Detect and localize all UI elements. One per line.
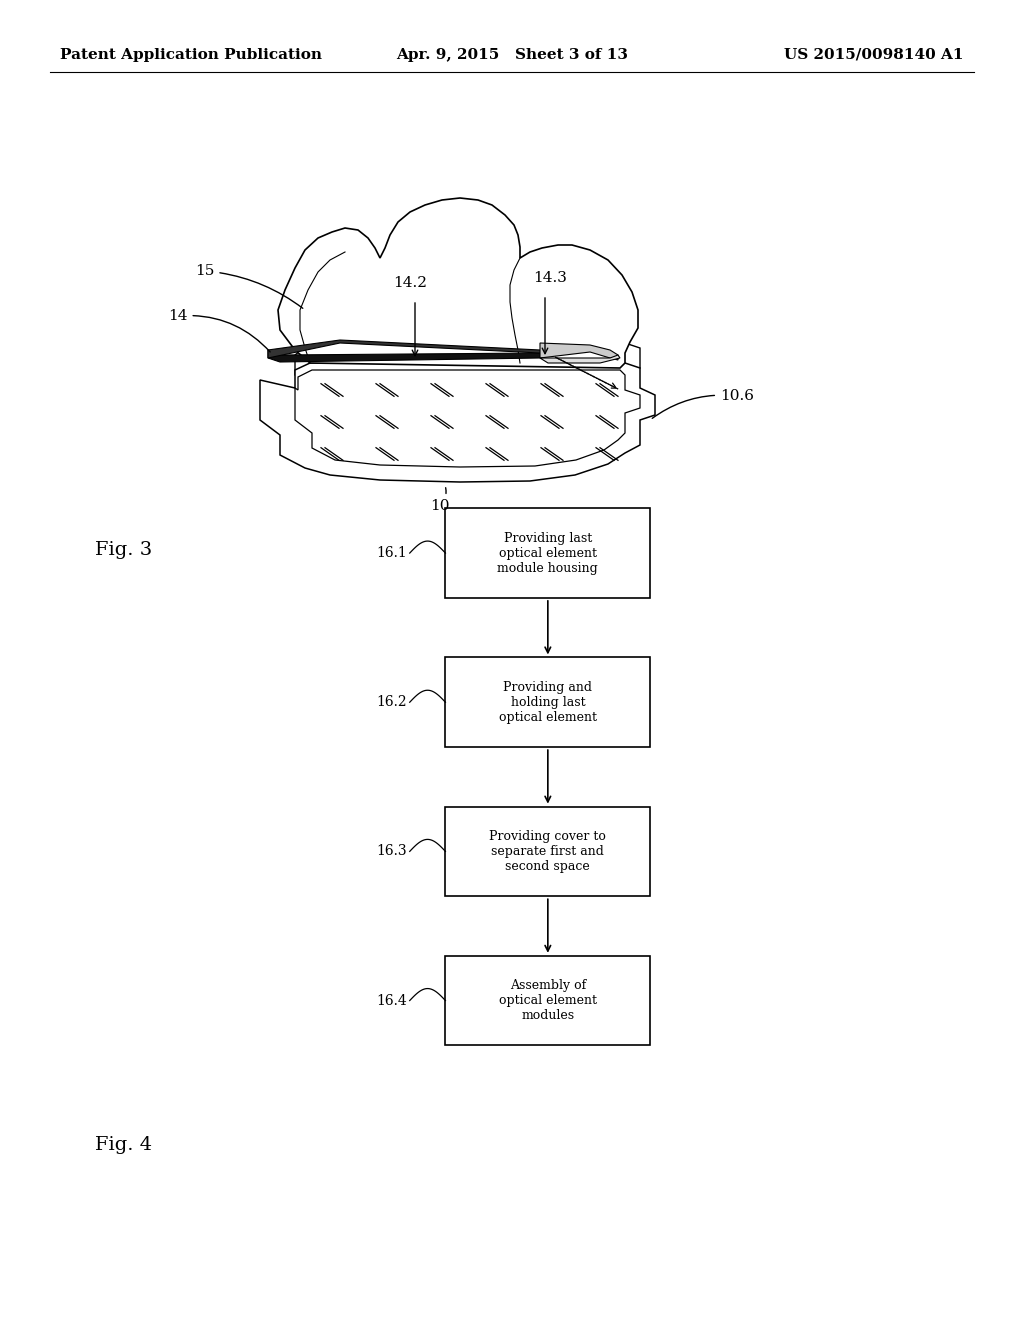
- Text: US 2015/0098140 A1: US 2015/0098140 A1: [784, 48, 964, 62]
- Polygon shape: [540, 355, 620, 363]
- Text: 14: 14: [168, 309, 270, 352]
- Bar: [445, 508, 650, 598]
- Polygon shape: [540, 343, 618, 360]
- Text: 10.6: 10.6: [652, 389, 754, 418]
- Text: 16.3: 16.3: [376, 845, 407, 858]
- Text: 16.4: 16.4: [376, 994, 407, 1007]
- Polygon shape: [260, 363, 655, 482]
- Text: Providing and
holding last
optical element: Providing and holding last optical eleme…: [499, 681, 597, 723]
- Bar: [445, 807, 650, 896]
- Text: 16.1: 16.1: [376, 546, 407, 560]
- Text: Apr. 9, 2015   Sheet 3 of 13: Apr. 9, 2015 Sheet 3 of 13: [396, 48, 628, 62]
- Bar: [445, 956, 650, 1045]
- Polygon shape: [268, 341, 548, 358]
- Text: 14.2: 14.2: [393, 276, 427, 290]
- Text: 15: 15: [195, 264, 303, 309]
- Text: Patent Application Publication: Patent Application Publication: [60, 48, 322, 62]
- Polygon shape: [295, 343, 640, 380]
- Text: 10: 10: [430, 487, 450, 513]
- Text: Fig. 3: Fig. 3: [95, 541, 153, 558]
- Text: Assembly of
optical element
modules: Assembly of optical element modules: [499, 979, 597, 1022]
- Text: 14.3: 14.3: [534, 271, 567, 285]
- Polygon shape: [295, 370, 640, 467]
- Text: Fig. 4: Fig. 4: [95, 1135, 153, 1154]
- Polygon shape: [268, 350, 548, 362]
- Text: 16.2: 16.2: [376, 696, 407, 709]
- Polygon shape: [278, 198, 638, 368]
- Text: Providing cover to
separate first and
second space: Providing cover to separate first and se…: [489, 830, 606, 873]
- Text: Providing last
optical element
module housing: Providing last optical element module ho…: [498, 532, 598, 574]
- Bar: [445, 657, 650, 747]
